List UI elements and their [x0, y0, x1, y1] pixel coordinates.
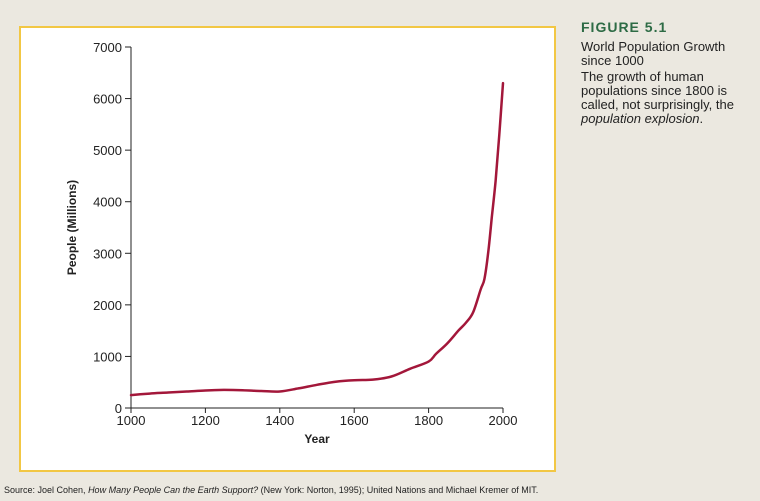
- x-tick-label: 2000: [489, 413, 518, 428]
- source-note: Source: Joel Cohen, How Many People Can …: [4, 485, 538, 495]
- figure-title: World Population Growth since 1000: [581, 39, 726, 68]
- y-tick-label: 3000: [93, 246, 122, 261]
- description-text: The growth of human populations since 18…: [581, 69, 734, 112]
- y-tick-label: 4000: [93, 195, 122, 210]
- figure-label: FIGURE 5.1: [581, 19, 668, 35]
- figure-caption: FIGURE 5.1 World Population Growth since…: [581, 19, 751, 126]
- population-line: [129, 81, 505, 397]
- y-tick-label: 5000: [93, 143, 122, 158]
- x-tick-label: 1600: [340, 413, 369, 428]
- y-tick-label: 2000: [93, 298, 122, 313]
- y-tick-label: 7000: [93, 40, 122, 55]
- source-book-title: How Many People Can the Earth Support?: [88, 485, 259, 495]
- x-tick-label: 1800: [414, 413, 443, 428]
- figure-description: The growth of human populations since 18…: [581, 70, 751, 126]
- source-details: (New York: Norton, 1995); United Nations…: [258, 485, 539, 495]
- y-axis-label: People (Millions): [65, 180, 79, 275]
- x-tick-label: 1200: [191, 413, 220, 428]
- x-tick-label: 1000: [117, 413, 146, 428]
- y-tick-label: 1000: [93, 349, 122, 364]
- x-axis-label: Year: [304, 432, 330, 446]
- chart-frame: 0 1000 2000 3000 4000 5000 6000 7000 1000 1200 140…: [19, 26, 556, 472]
- description-emphasis: population explosion: [581, 111, 700, 126]
- source-text: Source: Joel Cohen,: [4, 485, 89, 495]
- x-tick-label: 1400: [265, 413, 294, 428]
- y-tick-label: 0: [115, 401, 122, 416]
- description-end: .: [699, 111, 704, 126]
- y-tick-label: 6000: [93, 92, 122, 107]
